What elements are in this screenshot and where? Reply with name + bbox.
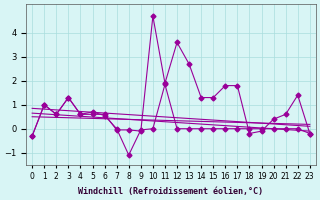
X-axis label: Windchill (Refroidissement éolien,°C): Windchill (Refroidissement éolien,°C): [78, 187, 263, 196]
